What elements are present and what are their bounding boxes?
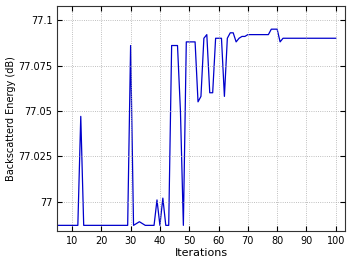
Y-axis label: Backscatterd Energy (dB): Backscatterd Energy (dB) <box>6 56 15 181</box>
X-axis label: Iterations: Iterations <box>174 248 227 258</box>
